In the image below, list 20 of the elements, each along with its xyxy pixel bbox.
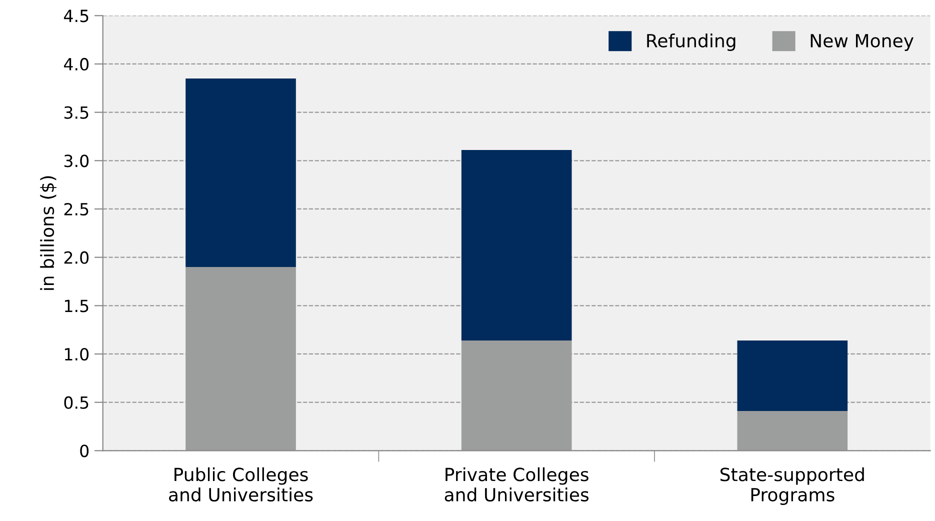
bar [461, 150, 572, 340]
legend-label: New Money [810, 34, 914, 51]
legend-label: Refunding [647, 34, 736, 51]
y-tick-label: 4.0 [64, 58, 89, 71]
y-tick-label: 0.5 [64, 396, 88, 409]
y-tick-label: 3.5 [64, 106, 88, 119]
y-tick-label: 2.0 [64, 251, 89, 264]
bar [737, 411, 848, 451]
x-tick-label: Private Colleges and Universities [444, 467, 589, 502]
y-tick-label: 0 [80, 444, 89, 458]
y-tick-label: 2.5 [64, 202, 88, 216]
x-tick-label: Public Colleges and Universities [169, 467, 313, 502]
y-tick-label: 1.0 [64, 348, 89, 361]
bar [737, 340, 848, 412]
y-axis-title: in billions ($) [40, 176, 56, 290]
y-tick-label: 3.0 [64, 154, 89, 168]
x-tick-label: State-supported Programs [720, 467, 864, 506]
bar [186, 78, 296, 267]
y-tick-label: 1.5 [64, 300, 88, 312]
y-tick-label: 4.5 [64, 10, 88, 22]
